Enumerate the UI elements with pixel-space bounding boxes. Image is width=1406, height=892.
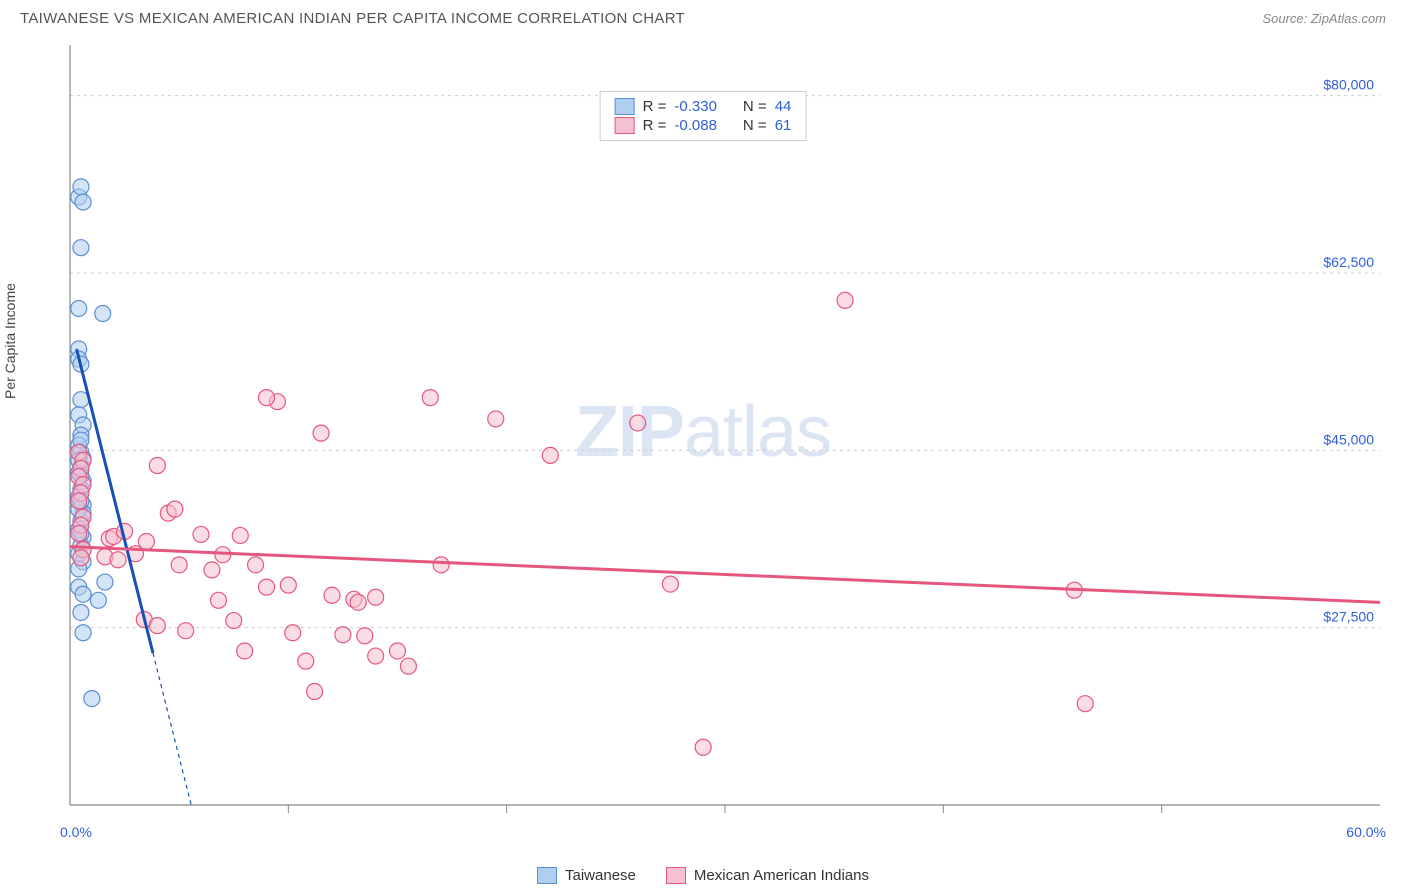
legend-item-taiwanese: Taiwanese <box>537 867 636 884</box>
legend-swatch-pink <box>615 117 635 134</box>
legend-swatch-blue <box>615 98 635 115</box>
r-value-2: -0.088 <box>674 117 717 134</box>
legend-item-mexican: Mexican American Indians <box>666 867 869 884</box>
y-axis-label: Per Capita Income <box>2 283 18 399</box>
x-axis-max: 60.0% <box>1346 824 1386 840</box>
chart-container: Per Capita Income ZIPatlas $80,000$62,50… <box>20 45 1386 852</box>
legend-swatch-blue-icon <box>537 867 557 884</box>
scatter-chart: $80,000 $62,500 $45,000 $27,500 <box>20 45 1386 825</box>
chart-title: TAIWANESE VS MEXICAN AMERICAN INDIAN PER… <box>20 10 685 27</box>
n-value-1: 44 <box>775 98 792 115</box>
x-axis-min: 0.0% <box>60 824 92 840</box>
legend-swatch-pink-icon <box>666 867 686 884</box>
source-label: Source: ZipAtlas.com <box>1262 11 1386 26</box>
svg-text:$27,500: $27,500 <box>1323 609 1374 625</box>
correlation-legend: R = -0.330 N = 44 R = -0.088 N = 61 <box>600 91 807 141</box>
n-value-2: 61 <box>775 117 792 134</box>
legend-row-taiwanese: R = -0.330 N = 44 <box>615 98 792 115</box>
r-value-1: -0.330 <box>674 98 717 115</box>
legend-row-mexican: R = -0.088 N = 61 <box>615 117 792 134</box>
svg-text:$62,500: $62,500 <box>1323 254 1374 270</box>
svg-text:$80,000: $80,000 <box>1323 77 1374 93</box>
series-legend: Taiwanese Mexican American Indians <box>537 867 869 884</box>
svg-text:$45,000: $45,000 <box>1323 431 1374 447</box>
